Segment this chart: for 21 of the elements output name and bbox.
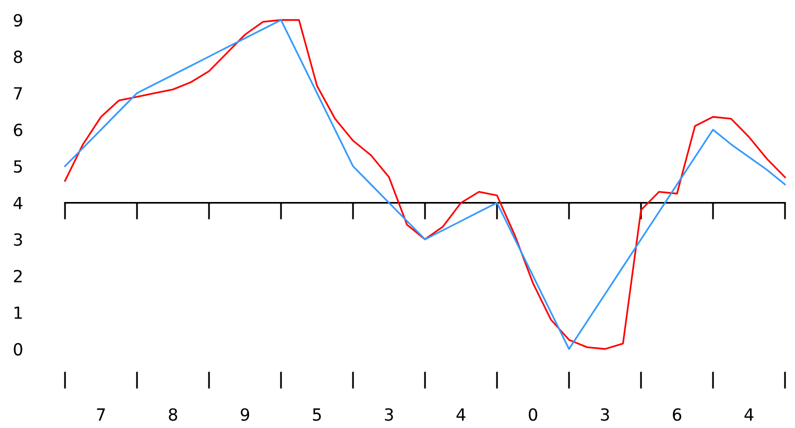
y-tick-label: 1 — [14, 306, 22, 319]
y-tick-label: 9 — [14, 14, 22, 27]
x-tick-label: 9 — [240, 408, 250, 421]
x-tick-label: 5 — [312, 408, 321, 421]
x-tick-label: 4 — [456, 408, 466, 421]
x-tick-label: 4 — [744, 408, 754, 421]
line-series — [64, 19, 786, 350]
x-tick-label: 3 — [384, 408, 393, 421]
x-tick-label: 8 — [168, 408, 178, 421]
y-tick-label: 5 — [14, 160, 22, 173]
y-tick-label: 0 — [14, 342, 22, 356]
y-tick-label: 4 — [14, 196, 22, 210]
y-tick-label: 8 — [14, 50, 22, 64]
x-tick-label: 7 — [97, 408, 105, 421]
y-tick-label: 2 — [14, 270, 22, 282]
y-tick-label: 6 — [14, 124, 22, 136]
y-tick-label: 7 — [14, 87, 22, 100]
y-tick-label: 3 — [14, 233, 22, 246]
x-tick-label: 6 — [672, 408, 682, 421]
x-tick-label: 0 — [528, 408, 538, 421]
x-tick-label: 3 — [600, 408, 609, 421]
